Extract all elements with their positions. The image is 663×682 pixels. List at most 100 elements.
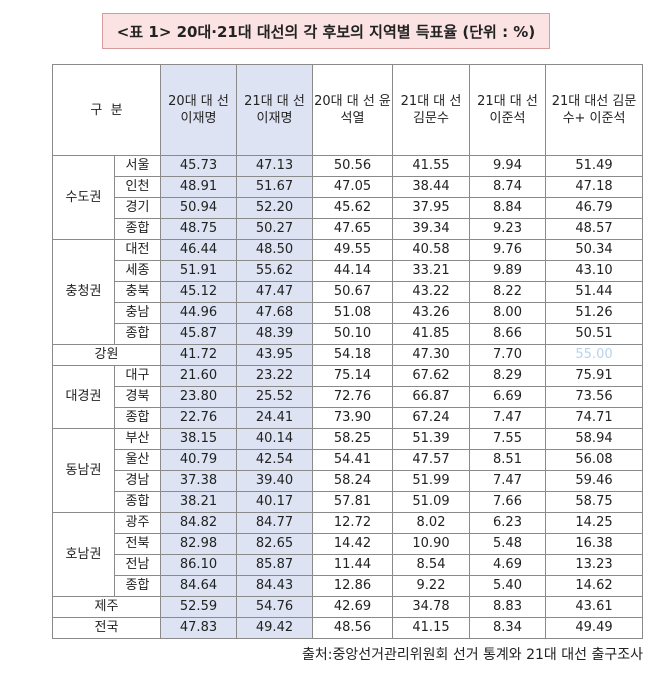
value-cell: 46.44 [160, 239, 237, 261]
value-cell: 43.26 [392, 302, 470, 324]
value-cell: 49.42 [236, 617, 313, 639]
value-cell: 56.08 [545, 449, 643, 471]
value-cell: 8.54 [392, 554, 470, 576]
value-cell: 73.56 [545, 386, 643, 408]
value-cell: 21.60 [160, 365, 237, 387]
value-cell: 52.59 [160, 596, 237, 618]
value-cell: 47.68 [236, 302, 313, 324]
value-cell: 8.84 [469, 197, 546, 219]
value-cell: 38.44 [392, 176, 470, 198]
table-row: 전북 82.98 82.65 14.42 10.90 5.48 16.38 [53, 533, 643, 555]
region-label: 전국 [52, 617, 161, 639]
region-group-label: 수도권 [52, 155, 115, 240]
table-row: 종합 48.75 50.27 47.65 39.34 9.23 48.57 [53, 218, 643, 240]
value-cell: 8.66 [469, 323, 546, 345]
value-cell: 12.72 [312, 512, 393, 534]
value-cell: 54.41 [312, 449, 393, 471]
value-cell: 11.44 [312, 554, 393, 576]
value-cell: 50.94 [160, 197, 237, 219]
subregion-label: 충남 [114, 302, 161, 324]
value-cell: 48.39 [236, 323, 313, 345]
value-cell: 41.72 [160, 344, 237, 366]
source-note: 출처:중앙선거관리위원회 선거 통계와 21대 대선 출구조사 [301, 647, 643, 663]
value-cell: 33.21 [392, 260, 470, 282]
region-group-label: 대경권 [52, 365, 115, 429]
value-cell: 51.09 [392, 491, 470, 513]
value-cell: 43.10 [545, 260, 643, 282]
value-cell: 42.54 [236, 449, 313, 471]
value-cell: 50.27 [236, 218, 313, 240]
value-cell: 45.73 [160, 155, 237, 177]
value-cell: 47.30 [392, 344, 470, 366]
table-row: 종합 84.64 84.43 12.86 9.22 5.40 14.62 [53, 575, 643, 597]
table-row: 종합 22.76 24.41 73.90 67.24 7.47 74.71 [53, 407, 643, 429]
value-cell: 50.56 [312, 155, 393, 177]
table-row: 울산 40.79 42.54 54.41 47.57 8.51 56.08 [53, 449, 643, 471]
value-cell: 4.69 [469, 554, 546, 576]
value-cell: 47.65 [312, 218, 393, 240]
table-row: 종합 38.21 40.17 57.81 51.09 7.66 58.75 [53, 491, 643, 513]
value-cell: 9.76 [469, 239, 546, 261]
table-row: 경기 50.94 52.20 45.62 37.95 8.84 46.79 [53, 197, 643, 219]
value-cell: 58.24 [312, 470, 393, 492]
table-row: 충청권 대전 46.44 48.50 49.55 40.58 9.76 50.34 [52, 239, 643, 345]
value-cell: 47.47 [236, 281, 313, 303]
value-cell: 48.91 [160, 176, 237, 198]
value-cell: 9.94 [469, 155, 546, 177]
column-header: 21대 대선 김문수+ 이준석 [545, 64, 643, 156]
subregion-label: 경남 [114, 470, 161, 492]
value-cell: 8.00 [469, 302, 546, 324]
value-cell: 42.69 [312, 596, 393, 618]
value-cell: 37.38 [160, 470, 237, 492]
table-caption: <표 1> 20대·21대 대선의 각 후보의 지역별 득표율 (단위 : %) [102, 13, 550, 49]
table-row: 충남 44.96 47.68 51.08 43.26 8.00 51.26 [53, 302, 643, 324]
value-cell: 51.08 [312, 302, 393, 324]
table-row: 동남권 부산 38.15 40.14 58.25 51.39 7.55 58.94 [52, 428, 643, 513]
value-cell: 47.13 [236, 155, 313, 177]
value-cell: 51.39 [392, 428, 470, 450]
value-cell: 51.99 [392, 470, 470, 492]
value-cell: 39.40 [236, 470, 313, 492]
value-cell: 37.95 [392, 197, 470, 219]
value-cell: 6.69 [469, 386, 546, 408]
value-cell: 74.71 [545, 407, 643, 429]
value-cell: 84.43 [236, 575, 313, 597]
subregion-label: 대전 [114, 239, 161, 261]
value-cell: 51.91 [160, 260, 237, 282]
value-cell: 16.38 [545, 533, 643, 555]
table-row: 세종 51.91 55.62 44.14 33.21 9.89 43.10 [53, 260, 643, 282]
value-cell: 43.22 [392, 281, 470, 303]
value-cell: 58.94 [545, 428, 643, 450]
division-header: 구 분 [52, 64, 161, 156]
subregion-label: 종합 [114, 407, 161, 429]
value-cell: 48.57 [545, 218, 643, 240]
value-cell: 58.75 [545, 491, 643, 513]
value-cell: 84.64 [160, 575, 237, 597]
region-group-label: 호남권 [52, 512, 115, 597]
value-cell: 67.24 [392, 407, 470, 429]
subregion-label: 경기 [114, 197, 161, 219]
value-cell: 25.52 [236, 386, 313, 408]
subregion-label: 전남 [114, 554, 161, 576]
table-row: 강원 41.72 43.95 54.18 47.30 7.70 55.00 [52, 344, 643, 366]
value-cell: 51.49 [545, 155, 643, 177]
value-cell: 50.34 [545, 239, 643, 261]
value-cell: 9.22 [392, 575, 470, 597]
value-cell: 14.42 [312, 533, 393, 555]
subregion-label: 종합 [114, 491, 161, 513]
value-cell: 75.14 [312, 365, 393, 387]
value-cell: 7.47 [469, 407, 546, 429]
table-row: 대경권 대구 21.60 23.22 75.14 67.62 8.29 75.91 [52, 365, 643, 429]
header-row: 구 분 20대 대 선 이재명 21대 대 선 이재명 20대 대 선 윤석열 … [52, 64, 643, 156]
value-cell: 9.89 [469, 260, 546, 282]
value-cell: 72.76 [312, 386, 393, 408]
value-cell: 8.34 [469, 617, 546, 639]
value-cell: 48.50 [236, 239, 313, 261]
value-cell: 50.67 [312, 281, 393, 303]
value-cell: 39.34 [392, 218, 470, 240]
value-cell: 75.91 [545, 365, 643, 387]
table-row: 전남 86.10 85.87 11.44 8.54 4.69 13.23 [53, 554, 643, 576]
value-cell: 73.90 [312, 407, 393, 429]
value-cell: 46.79 [545, 197, 643, 219]
table-row: 인천 48.91 51.67 47.05 38.44 8.74 47.18 [53, 176, 643, 198]
